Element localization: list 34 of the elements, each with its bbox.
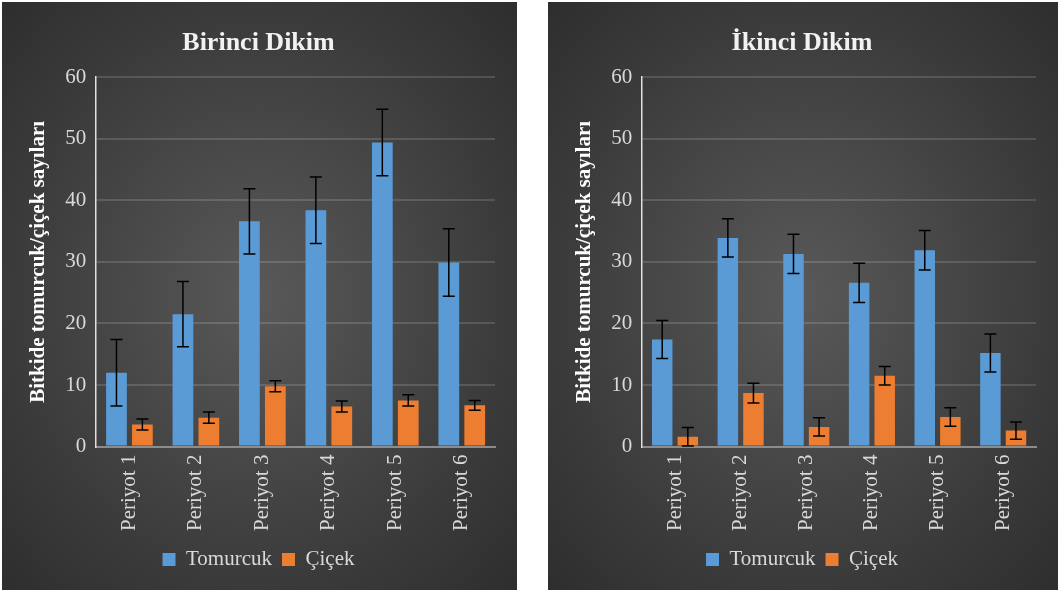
x-tick-label: Periyot 3: [792, 454, 817, 532]
y-tick-label: 40: [65, 186, 87, 211]
y-tick-label: 50: [611, 125, 633, 150]
y-axis-title: Bitkide tomurcuk/çiçek sayıları: [571, 120, 596, 403]
x-tick-label: Periyot 6: [448, 454, 473, 532]
y-tick-label: 40: [611, 186, 633, 211]
x-tick-label: Periyot 4: [315, 454, 340, 532]
y-tick-label: 50: [65, 125, 87, 150]
x-tick-label: Periyot 1: [115, 454, 140, 532]
legend-label: Tomurcuk: [729, 546, 817, 571]
y-axis-title: Bitkide tomurcuk/çiçek sayıları: [25, 120, 50, 403]
x-tick-label: Periyot 5: [924, 454, 949, 532]
y-tick-label: 0: [621, 433, 633, 458]
y-tick-label: 60: [65, 63, 87, 88]
y-tick-label: 20: [65, 309, 87, 334]
y-tick-label: 30: [611, 248, 633, 273]
y-tick-label: 10: [65, 371, 87, 396]
y-tick-label: 60: [611, 63, 633, 88]
x-tick-label: Periyot 2: [727, 454, 752, 532]
x-tick-label: Periyot 4: [858, 454, 883, 532]
legend-label: Tomurcuk: [186, 546, 273, 571]
legend-label: Çiçek: [305, 546, 355, 571]
y-tick-label: 10: [611, 371, 633, 396]
x-tick-label: Periyot 5: [381, 454, 406, 532]
y-tick-label: 0: [75, 433, 87, 458]
x-tick-label: Periyot 3: [248, 454, 273, 532]
x-tick-label: Periyot 1: [661, 454, 686, 532]
legend-label: Çiçek: [849, 546, 899, 571]
chart-title: İkinci Dikim: [731, 27, 873, 57]
x-tick-label: Periyot 6: [989, 454, 1014, 532]
x-tick-label: Periyot 2: [182, 454, 207, 532]
y-tick-label: 30: [65, 248, 87, 273]
chart-title: Birinci Dikim: [182, 27, 336, 57]
y-tick-label: 20: [611, 309, 633, 334]
